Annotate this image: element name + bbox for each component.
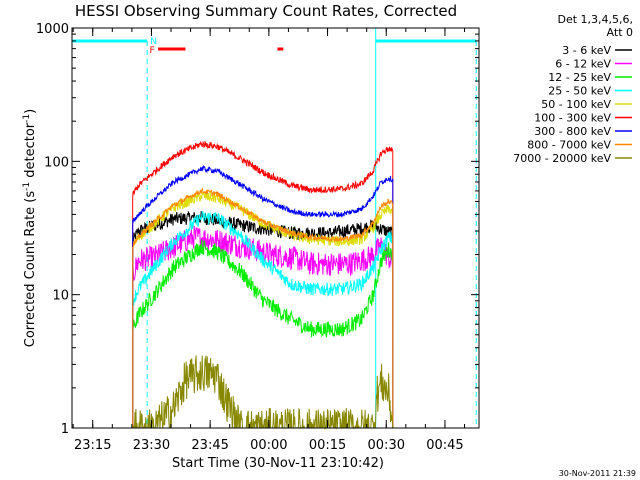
y-axis-label-end: ) [23, 109, 38, 114]
flag-markers: NF [149, 37, 284, 56]
x-tick-label-3: 00:00 [250, 438, 287, 453]
legend-label-6: 300 - 800 keV [534, 125, 611, 138]
y-tick-label-2: 100 [44, 155, 69, 170]
x-axis-label: Start Time (30-Nov-11 23:10:42) [172, 456, 384, 471]
legend-label-4: 50 - 100 keV [541, 98, 611, 111]
chart-title: HESSI Observing Summary Count Rates, Cor… [75, 2, 457, 20]
legend-label-1: 6 - 12 keV [555, 58, 611, 71]
y-axis-label-sup2: -1 [22, 114, 32, 123]
axis-ticks: 23:15 23:30 23:45 00:00 00:15 00:30 00:45 1 10 10… [36, 22, 479, 453]
y-axis-label-sup1: -1 [22, 182, 32, 191]
y-tick-label-1: 10 [52, 289, 69, 304]
y-axis-label-main: Corrected Count Rate (s [23, 191, 38, 348]
plot-frame [71, 27, 480, 429]
series-line-6 [132, 165, 394, 429]
series-line-7 [132, 187, 394, 429]
series-line-8 [132, 355, 394, 430]
night-intervals [72, 28, 477, 428]
x-tick-label-0: 23:15 [74, 438, 111, 453]
series-line-5 [132, 140, 394, 429]
legend-label-7: 800 - 7000 keV [527, 139, 611, 152]
legend-label-8: 7000 - 20000 keV [513, 152, 611, 165]
x-tick-label-5: 00:30 [368, 438, 405, 453]
timestamp: 30-Nov-2011 21:39 [559, 469, 636, 478]
series-line-0 [132, 211, 394, 429]
series-line-3 [132, 210, 394, 429]
x-tick-label-1: 23:30 [133, 438, 170, 453]
series-lines [132, 140, 394, 430]
legend-label-5: 100 - 300 keV [534, 112, 611, 125]
series-line-2 [132, 239, 394, 429]
flag-label-f: F [149, 46, 154, 56]
legend-header-1: Det 1,3,4,5,6, [557, 13, 633, 26]
x-tick-label-6: 00:45 [426, 438, 463, 453]
x-tick-label-2: 23:45 [191, 438, 228, 453]
legend-label-2: 12 - 25 keV [548, 71, 611, 84]
flag-label-n: N [150, 37, 157, 47]
y-tick-label-0: 1 [61, 422, 69, 437]
legend-label-3: 25 - 50 keV [548, 85, 611, 98]
legend-label-0: 3 - 6 keV [562, 44, 611, 57]
x-tick-label-4: 00:15 [309, 438, 346, 453]
y-axis-label: Corrected Count Rate (s-1 detector-1) [22, 109, 38, 347]
y-axis-label-mid: detector [23, 122, 38, 182]
legend-header-2: Att 0 [607, 26, 633, 39]
y-tick-label-3: 1000 [36, 22, 69, 37]
